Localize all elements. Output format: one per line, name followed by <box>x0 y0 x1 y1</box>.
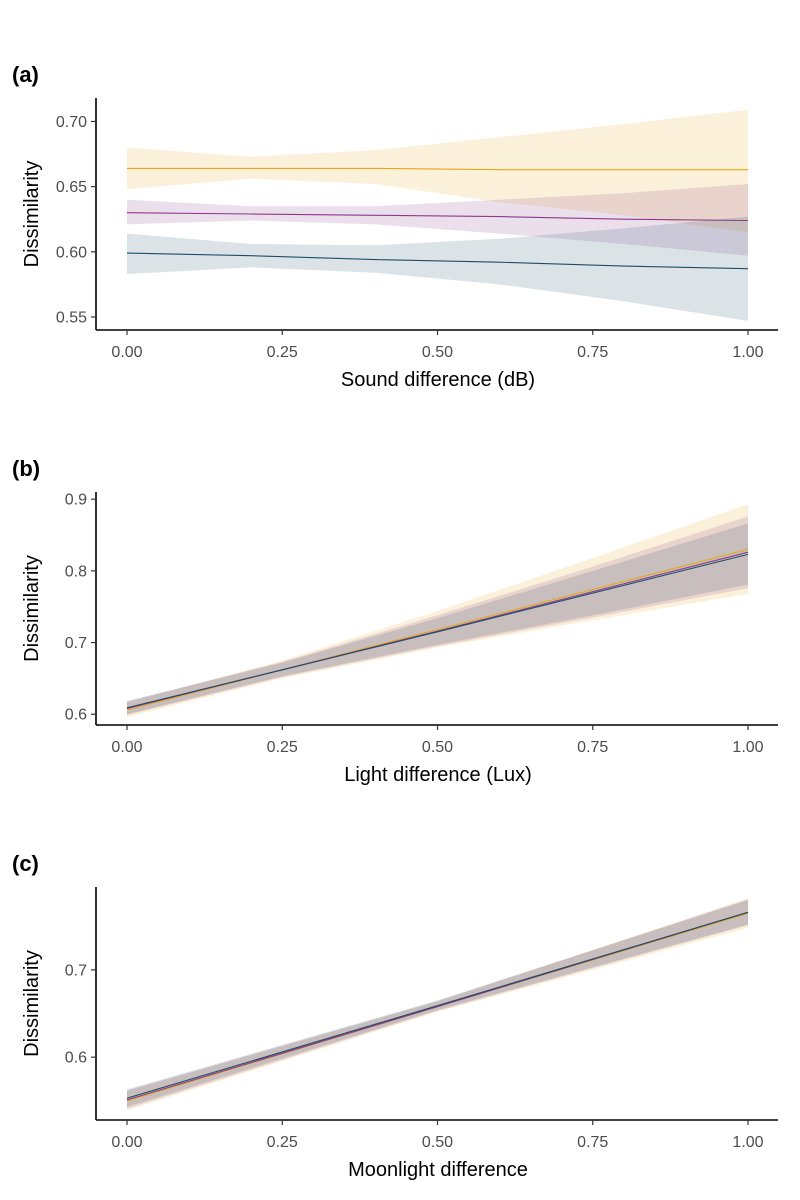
y-tick-label: 0.60 <box>56 244 87 261</box>
x-tick-label: 1.00 <box>732 344 763 361</box>
y-axis-title: Dissimilarity <box>21 161 43 268</box>
series-orange-confidence-band <box>127 109 748 233</box>
x-tick-label: 0.00 <box>111 1134 142 1151</box>
y-tick-label: 0.6 <box>65 707 87 724</box>
panel-c: (c) 0.6 0.7 0.00 0.25 0.50 0.75 1.00 Moonlight d… <box>12 851 778 1181</box>
y-tick-label: 0.8 <box>65 563 87 580</box>
x-axis-title: Moonlight difference <box>348 1159 528 1181</box>
x-tick-label: 1.00 <box>732 739 763 756</box>
y-tick-label: 0.7 <box>65 962 87 979</box>
y-tick-label: 0.55 <box>56 309 87 326</box>
series-purple-confidence-band <box>127 516 748 715</box>
series-blue-confidence-band <box>127 216 748 321</box>
x-axis-title: Light difference (Lux) <box>344 764 532 786</box>
series-blue-line <box>126 911 749 1099</box>
x-tick-label: 0.25 <box>267 739 298 756</box>
y-tick-label: 0.65 <box>56 179 87 196</box>
x-tick-label: 0.50 <box>422 1134 453 1151</box>
x-tick-label: 0.75 <box>577 1134 608 1151</box>
series-orange-confidence-band <box>127 504 748 718</box>
x-tick-label: 0.25 <box>267 344 298 361</box>
series-blue-line <box>126 252 749 270</box>
panel-b: (b) 0.6 0.7 0.8 0.9 0.00 0.25 0.50 0.75 1.00 Light… <box>12 456 778 786</box>
series-blue-confidence-band <box>127 523 748 715</box>
y-axis-title: Dissimilarity <box>21 555 43 662</box>
y-tick-label: 0.6 <box>65 1050 87 1067</box>
panel-a: (a) 0.55 0.60 0.65 0.70 0.00 0.25 0.50 0.75 1.00 S… <box>12 62 778 391</box>
y-axis-title: Dissimilarity <box>21 950 43 1057</box>
series-blue-confidence-band <box>127 900 748 1107</box>
series-orange-line <box>127 167 748 171</box>
series-orange-confidence-band <box>127 898 748 1111</box>
series-blue-line <box>126 553 749 709</box>
y-tick-label: 0.70 <box>56 114 87 131</box>
x-tick-label: 0.75 <box>577 739 608 756</box>
y-tick-label: 0.9 <box>65 492 87 509</box>
panel-label: (c) <box>12 851 39 876</box>
x-tick-label: 0.50 <box>422 739 453 756</box>
series-purple-confidence-band <box>127 184 748 256</box>
panel-label: (a) <box>12 62 39 87</box>
x-tick-label: 1.00 <box>732 1134 763 1151</box>
x-tick-label: 0.75 <box>577 344 608 361</box>
series-purple-confidence-band <box>127 899 748 1109</box>
y-tick-label: 0.7 <box>65 635 87 652</box>
x-tick-label: 0.00 <box>111 344 142 361</box>
panel-label: (b) <box>12 456 40 481</box>
x-axis-title: Sound difference (dB) <box>341 369 535 391</box>
x-tick-label: 0.50 <box>422 344 453 361</box>
x-tick-label: 0.25 <box>267 1134 298 1151</box>
x-tick-label: 0.00 <box>111 739 142 756</box>
series-purple-line <box>126 212 749 222</box>
